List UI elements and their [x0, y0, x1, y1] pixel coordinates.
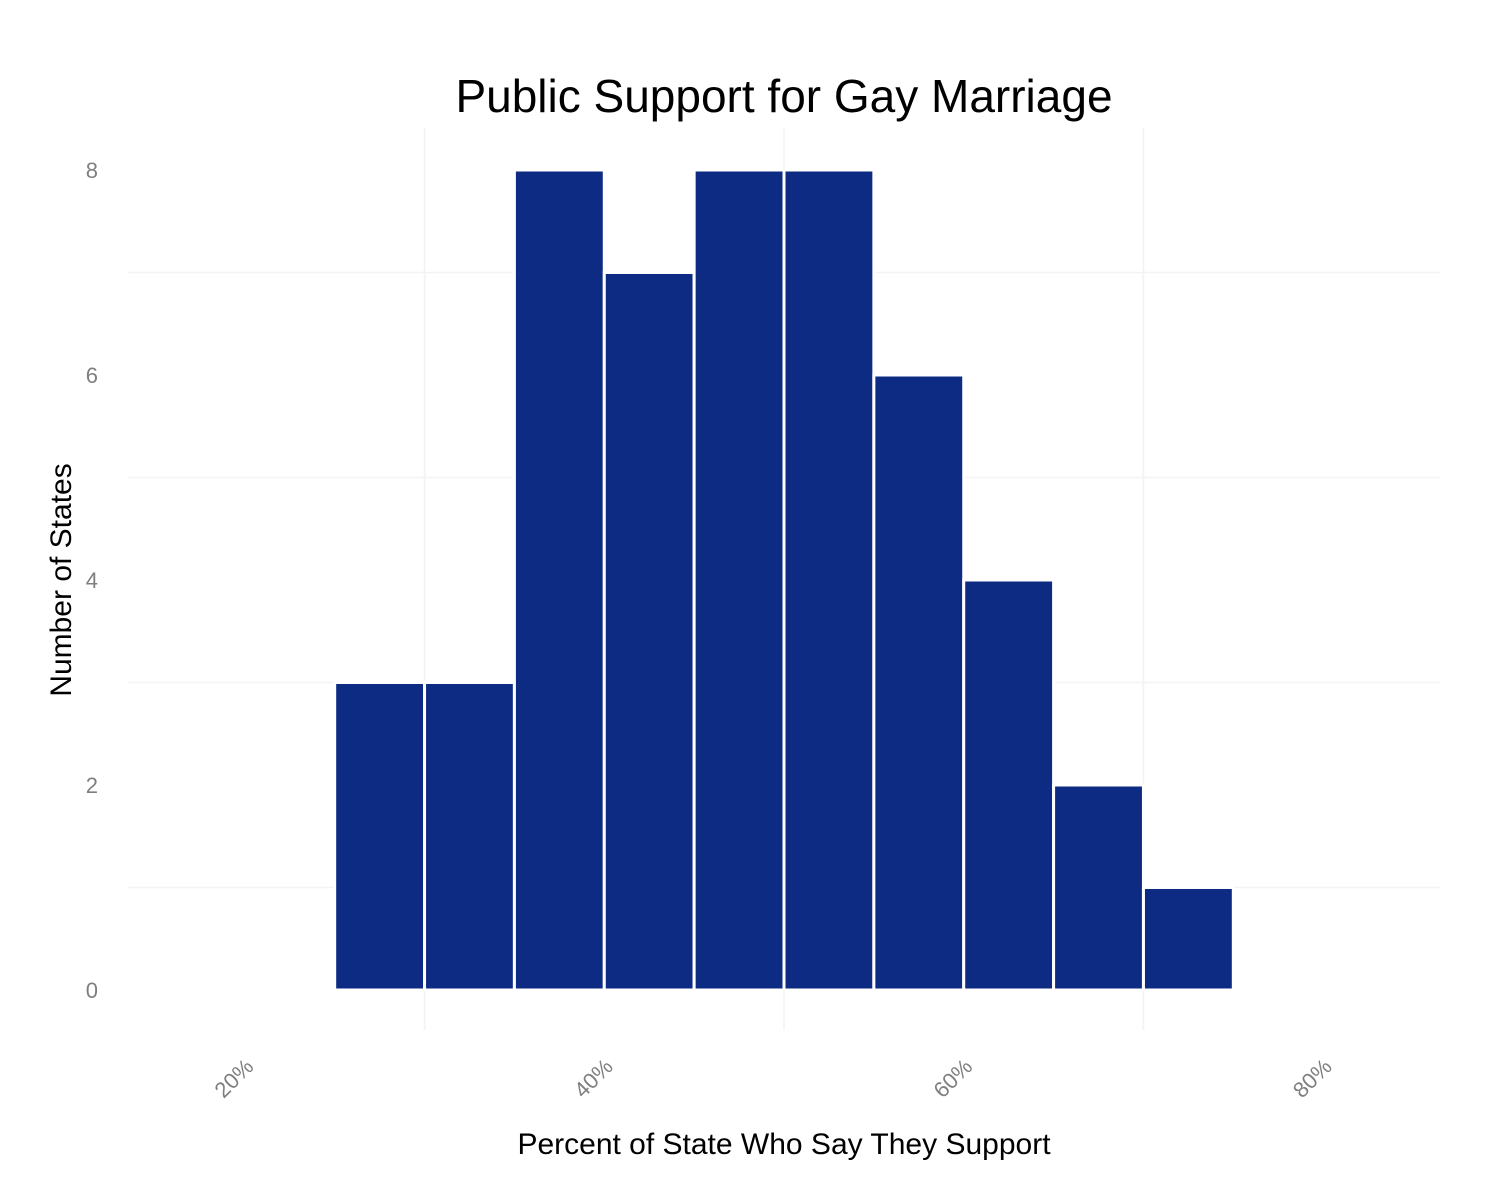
x-tick-label: 80%: [1288, 1054, 1337, 1103]
histogram-bar: [602, 271, 696, 992]
histogram-bar: [872, 373, 966, 992]
y-axis-title: Number of States: [45, 463, 78, 696]
histogram-bar: [333, 681, 427, 992]
x-axis-title: Percent of State Who Say They Support: [517, 1128, 1051, 1161]
histogram-bar: [423, 681, 516, 992]
histogram-bar: [1141, 886, 1235, 992]
y-tick-label: 0: [86, 978, 98, 1003]
y-tick-label: 8: [86, 158, 98, 183]
y-axis-ticks: 0 2 4 6 8: [86, 158, 98, 1003]
histogram-bar: [962, 578, 1056, 992]
y-tick-label: 6: [86, 363, 98, 388]
histogram-bars: [333, 168, 1235, 992]
x-axis-ticks: 20% 40% 60% 80%: [210, 1054, 1337, 1103]
x-tick-label: 60%: [928, 1054, 977, 1103]
x-tick-label: 40%: [569, 1054, 618, 1103]
histogram-bar: [692, 168, 786, 992]
chart-title: Public Support for Gay Marriage: [455, 70, 1112, 122]
histogram-bar: [512, 168, 606, 992]
y-tick-label: 2: [86, 773, 98, 798]
x-tick-label: 20%: [210, 1054, 259, 1103]
histogram-bar: [1052, 783, 1145, 992]
histogram-bar: [782, 168, 876, 992]
y-tick-label: 4: [86, 568, 98, 593]
